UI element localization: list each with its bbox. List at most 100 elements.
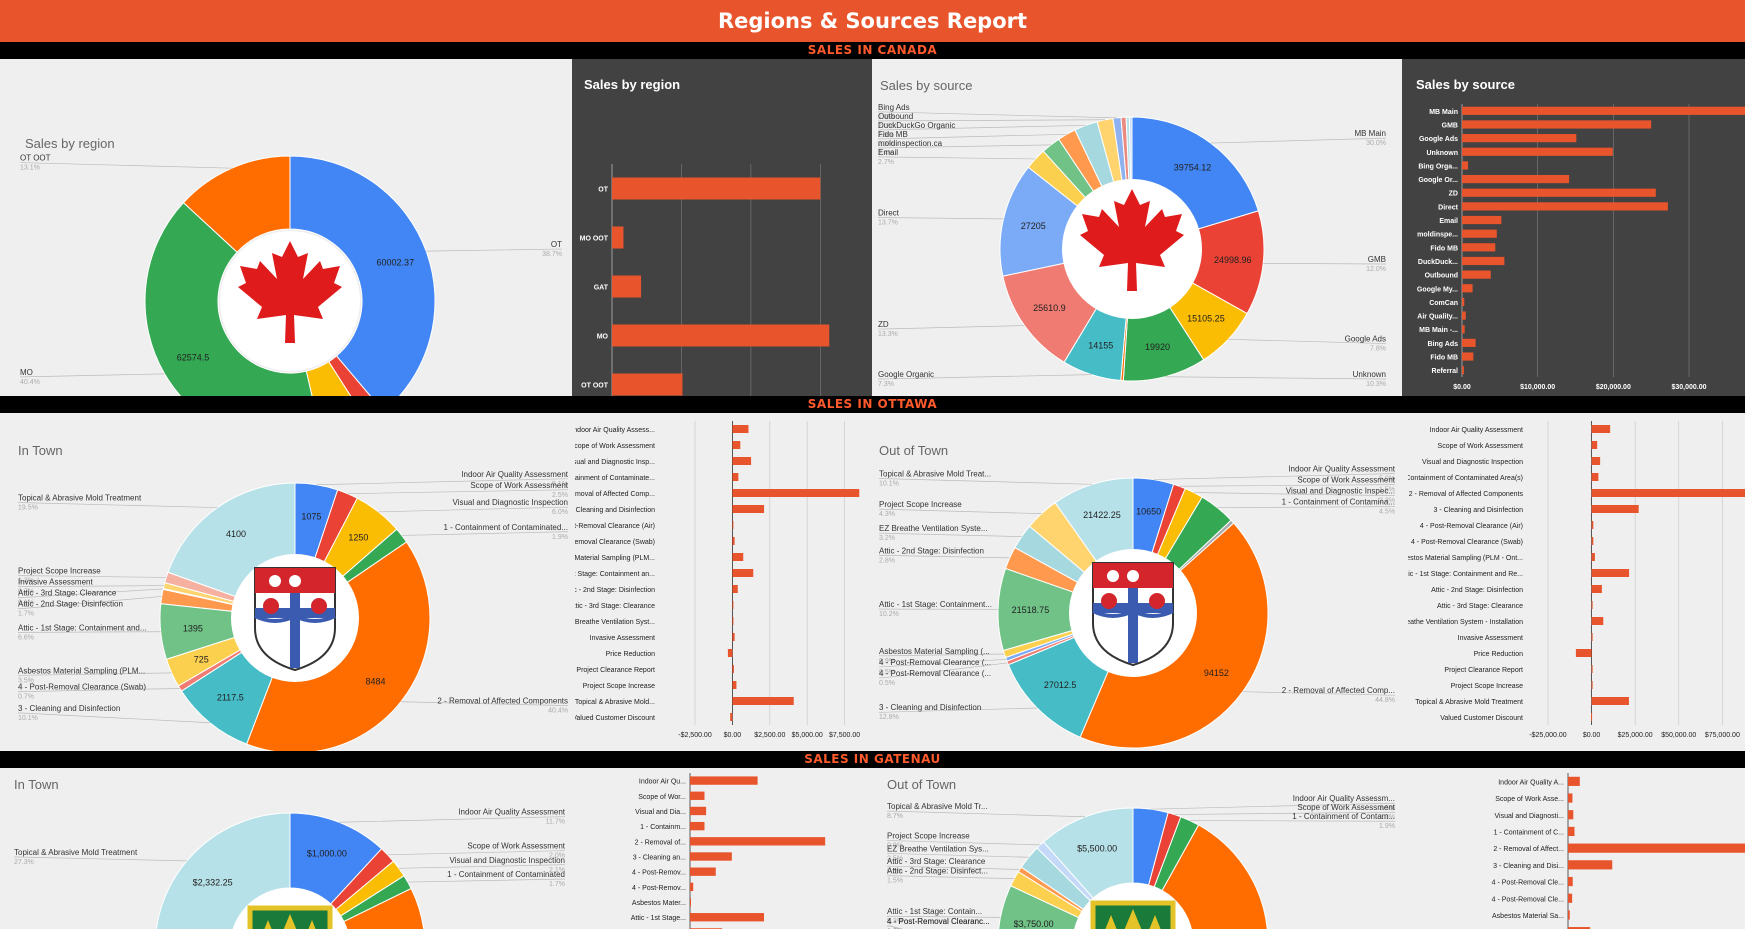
pie-leader-line <box>887 810 1086 818</box>
y-category-label: 4 - Post-Removal Clearance (Air) <box>1420 523 1523 530</box>
y-category-label: Scope of Work Assessment <box>1438 443 1524 450</box>
bar <box>1591 617 1604 625</box>
y-category-label: Invasive Assessment <box>590 635 655 642</box>
pie-slice-label: Asbestos Material Sampling (PLM... <box>18 666 145 675</box>
x-tick-label: $75,000.00 <box>1705 732 1740 739</box>
pie-slice-percent: 1.3% <box>1379 814 1395 821</box>
pie-leader-line <box>878 133 1067 140</box>
pie-slice-label: 3 - Cleaning and Disinfection <box>879 703 981 712</box>
panel-gatenau-intown-pie-svg: In Town $1,000.00 $2,332.25 Topical & Abras… <box>14 777 566 929</box>
pie-slice-percent: 0.5% <box>887 868 903 875</box>
bar <box>690 867 716 876</box>
pie-slice-label: Outbound <box>878 112 913 121</box>
y-category-label: 3 - Cleaning and Disinfection <box>575 507 655 514</box>
bar <box>1462 229 1497 238</box>
pie-leader-line <box>378 506 568 513</box>
x-tick-label: $5,000.00 <box>792 732 823 739</box>
y-category-label: 4 - Post-Removal Clearance (Air) <box>575 523 655 530</box>
slice-value-label: 27012.5 <box>1044 680 1077 690</box>
slice-value-label: 8484 <box>365 677 385 687</box>
pie-slice-percent: 5.0% <box>1379 476 1395 483</box>
pie-slice-label: Scope of Work Assessment <box>1297 476 1395 485</box>
slice-value-label: 725 <box>194 655 209 665</box>
slice-value-label: 1395 <box>183 623 203 633</box>
bar <box>690 913 765 922</box>
pie-slice-label: 4 - Post-Removal Clearance (... <box>879 658 991 667</box>
panel-canada-source-pie: Sales by source 39754.12 24998.96 15105.25 1… <box>872 59 1402 396</box>
pie-leader-line <box>887 853 1029 858</box>
pie-slice-label: EZ Breathe Ventilation Sys... <box>887 844 989 853</box>
pie-leader-line <box>1174 811 1395 815</box>
pie-slice-percent: 0.9% <box>887 843 903 850</box>
pie-slice-label: Unknown <box>1353 370 1386 379</box>
chart-title: Sales by source <box>880 78 973 93</box>
y-category-label: Asbestos Material Sampling (PLM - Ont... <box>1408 555 1523 562</box>
panel-ottawa-intown-pie-svg: In Town 1075 1250 8484 2117.5 725 1395 4100 Topi… <box>18 443 569 751</box>
pie-slice-percent: 5.1% <box>552 481 568 488</box>
bar <box>1591 601 1593 609</box>
bar <box>1591 681 1593 689</box>
pie-slice-percent: 5.3% <box>887 918 903 925</box>
pie-slice-label: Indoor Air Quality Assessm... <box>1293 794 1395 803</box>
pie-slice-percent: 10.3% <box>1366 381 1386 388</box>
panel-gatenau-outtown-bar: Indoor Air Quality A... Scope of Work Ass… <box>1408 768 1745 929</box>
bar <box>732 473 739 481</box>
bar <box>1462 352 1474 361</box>
bar <box>1591 537 1594 545</box>
pie-leader-line <box>398 864 565 869</box>
pie-slice-percent: 13.3% <box>878 331 898 338</box>
x-tick-label: $7,500.00 <box>829 732 860 739</box>
pie-slice <box>182 155 291 253</box>
pie-leader-line <box>407 878 565 883</box>
x-tick-label: $10,000.00 <box>1520 384 1555 391</box>
pie-slice-label: DuckDuckGo Organic <box>878 121 955 130</box>
bar <box>732 585 738 593</box>
pie-slice-percent: 11.7% <box>546 819 565 826</box>
pie-slice-label: Visual and Diagnostic Inspection <box>453 498 568 507</box>
pie-leader-line <box>18 585 164 587</box>
bar <box>1462 243 1496 252</box>
y-category-label: Scope of Wor... <box>638 794 686 801</box>
pie-leader-line <box>878 119 1106 122</box>
bar <box>1591 489 1745 497</box>
pie-leader-line <box>18 588 164 598</box>
bar <box>732 553 744 561</box>
bar <box>732 601 734 609</box>
pie-leader-line <box>878 124 1086 131</box>
pie-slice <box>305 361 352 396</box>
pie-leader-line <box>401 531 568 536</box>
pie-slice-percent: 0.1% <box>18 600 34 607</box>
pie-slice-percent: 2.3% <box>1379 498 1395 505</box>
pie-leader-line <box>20 373 165 378</box>
pie-leader-line <box>879 478 1093 485</box>
y-category-label: Attic - 3rd Stage: Clearance <box>1437 603 1523 610</box>
slice-value-label: 25610.9 <box>1033 303 1066 313</box>
pie-slice-percent: 1.5% <box>1379 487 1395 494</box>
pie-slice-percent: 12.8% <box>879 714 899 721</box>
pie-leader-line <box>1217 506 1395 509</box>
bar <box>1462 338 1476 347</box>
y-category-label: 3 - Cleaning and Disinfection <box>1434 507 1524 514</box>
bar <box>1591 473 1599 481</box>
bar <box>1575 649 1592 657</box>
y-category-label: Unknown <box>1427 150 1459 157</box>
section-header-ottawa: SALES IN OTTAWA <box>0 396 1745 413</box>
y-category-label: GAT <box>594 285 609 292</box>
y-category-label: Asbestos Material Sampling (PLM... <box>575 555 655 562</box>
x-tick-label: $25,000.00 <box>1618 732 1653 739</box>
y-category-label: Visual and Diagnostic Inspection <box>1422 459 1523 466</box>
bar <box>732 489 860 497</box>
y-category-label: Attic - 1st Stage... <box>631 915 686 922</box>
panel-ottawa-intown-bar-svg: -$2,500.00 $0.00 $2,500.00 $5,000.00 $7,500.… <box>575 421 860 739</box>
chart-title: Sales by source <box>1416 77 1515 92</box>
pie-slice-label: 1 - Containment of Contamina... <box>1282 498 1395 507</box>
panel-gatenau-outtown-bar-svg: Indoor Air Quality A... Scope of Work Ass… <box>1492 773 1745 929</box>
pie-leader-line <box>18 502 218 508</box>
y-category-label: Direct <box>1438 204 1459 211</box>
pie-slice-percent: 4.3% <box>879 511 895 518</box>
y-category-label: Project Scope Increase <box>583 683 655 690</box>
bar <box>1462 256 1505 266</box>
pie-slice-label: MB Main <box>1354 129 1386 138</box>
bar <box>1568 776 1580 786</box>
pie-slice-label: Attic - 3rd Stage: Clearance <box>887 857 986 866</box>
